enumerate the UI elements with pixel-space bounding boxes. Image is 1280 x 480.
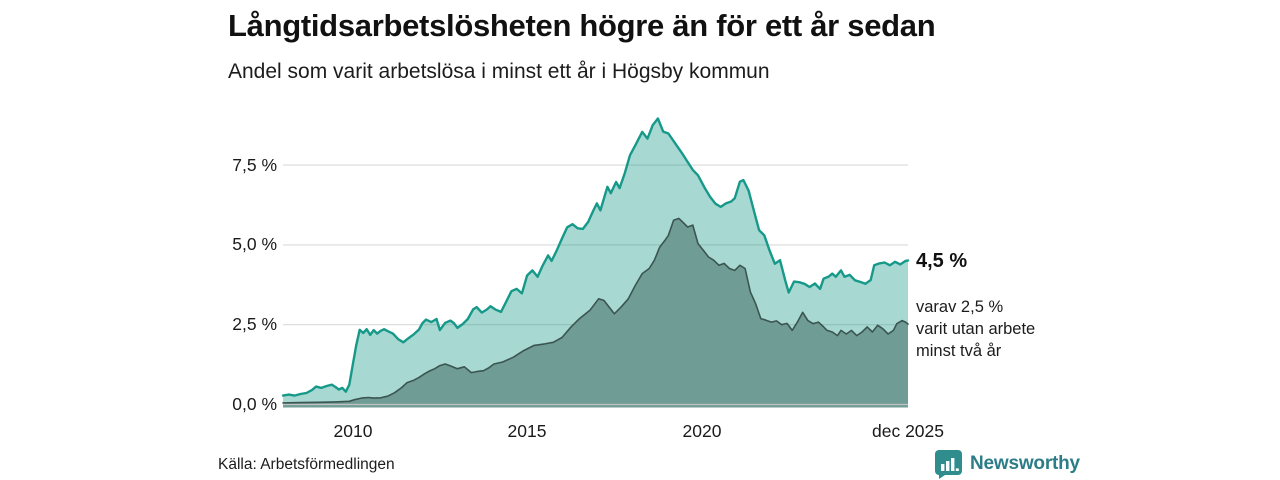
newsworthy-logo-icon: [935, 450, 962, 479]
y-tick-label: 5,0 %: [232, 234, 277, 255]
annotation-line-1: varav 2,5 %: [916, 298, 1004, 316]
y-tick-label: 2,5 %: [232, 314, 277, 335]
x-tick-label: 2015: [507, 421, 547, 441]
source-note: Källa: Arbetsförmedlingen: [218, 456, 395, 473]
annotation-line-3: minst två år: [916, 342, 1002, 360]
annotation-line-2: varit utan arbete: [916, 320, 1036, 338]
chart-subtitle: Andel som varit arbetslösa i minst ett å…: [228, 60, 770, 83]
line-total: [281, 117, 910, 397]
y-tick-label: 7,5 %: [232, 154, 277, 175]
x-tick-label: dec 2025: [871, 421, 945, 441]
area-two-years: [283, 218, 908, 408]
line-two-years: [282, 217, 909, 404]
chart-title: Långtidsarbetslösheten högre än för ett …: [228, 8, 936, 43]
newsworthy-wordmark: Newsworthy: [970, 453, 1080, 474]
y-tick-label: 0,0 %: [232, 394, 277, 414]
newsworthy-logo[interactable]: Newsworthy: [934, 449, 1080, 479]
x-tick-label: 2020: [682, 421, 722, 441]
x-tick-label: 2010: [333, 421, 373, 441]
end-value-label-total: 4,5 %: [916, 250, 968, 272]
end-value-label-two-years: varav 2,5 % varit utan arbete minst två …: [916, 296, 1035, 362]
